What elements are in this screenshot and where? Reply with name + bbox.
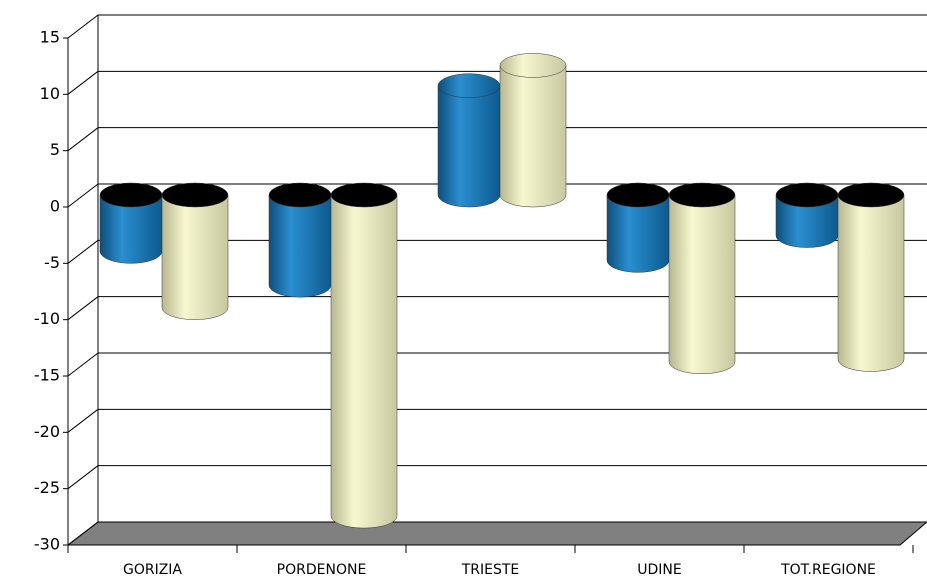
- side-grid: [67, 127, 99, 152]
- cylinder: [668, 182, 736, 374]
- side-grid: [67, 14, 99, 39]
- y-tick-label: -20: [34, 422, 60, 441]
- x-tick-label: TRIESTE: [461, 562, 520, 578]
- x-tick-label: UDINE: [637, 562, 681, 578]
- cylinder-top: [437, 73, 501, 98]
- side-grid: [67, 465, 99, 490]
- cylinder-body: [775, 194, 839, 248]
- cylinder-body: [606, 194, 670, 273]
- cylinder-body: [499, 65, 567, 208]
- y-tick-label: -30: [34, 535, 60, 554]
- cylinder: [330, 182, 398, 529]
- cylinder-top: [606, 182, 670, 208]
- cylinder-top: [268, 182, 332, 208]
- side-grid: [67, 521, 99, 546]
- cylinder-body: [437, 85, 501, 208]
- floor: [66, 521, 927, 546]
- side-grid: [67, 70, 99, 95]
- cylinder-body: [668, 194, 736, 374]
- cylinder-body: [268, 194, 332, 298]
- cylinder: [837, 182, 905, 372]
- cylinder: [99, 182, 163, 264]
- cylinder: [499, 53, 567, 208]
- y-tick-label: -15: [34, 366, 60, 385]
- side-grid: [67, 296, 99, 321]
- x-tick-label: PORDENONE: [277, 562, 367, 578]
- y-tick-label: 5: [50, 140, 60, 159]
- cylinder: [775, 182, 839, 248]
- cylinder-top: [99, 182, 163, 208]
- side-grid: [67, 352, 99, 377]
- y-tick-label: -25: [34, 478, 60, 497]
- cylinder: [437, 73, 501, 208]
- cylinder: [161, 182, 229, 320]
- cylinder-body: [161, 194, 229, 320]
- y-tick-label: -10: [34, 309, 60, 328]
- cylinder-body: [99, 194, 163, 264]
- y-tick-label: 0: [50, 197, 60, 216]
- cylinder: [268, 182, 332, 298]
- side-grid: [67, 183, 99, 208]
- side-grid: [67, 239, 99, 264]
- cylinder-top: [668, 182, 736, 208]
- cylinder-top: [837, 182, 905, 208]
- cylinder-top: [499, 53, 567, 78]
- x-tick-label: GORIZIA: [123, 562, 182, 578]
- cylinder: [606, 182, 670, 273]
- cylinder-body: [330, 194, 398, 529]
- cylinder-top: [330, 182, 398, 208]
- cylinder-top: [775, 182, 839, 208]
- y-tick-label: 10: [40, 84, 60, 103]
- cylinder-body: [837, 194, 905, 372]
- cylinder-top: [161, 182, 229, 208]
- y-tick-label: -5: [44, 253, 60, 272]
- y-tick-label: 15: [40, 28, 60, 47]
- side-grid: [67, 408, 99, 433]
- x-tick-label: TOT.REGIONE: [780, 562, 876, 578]
